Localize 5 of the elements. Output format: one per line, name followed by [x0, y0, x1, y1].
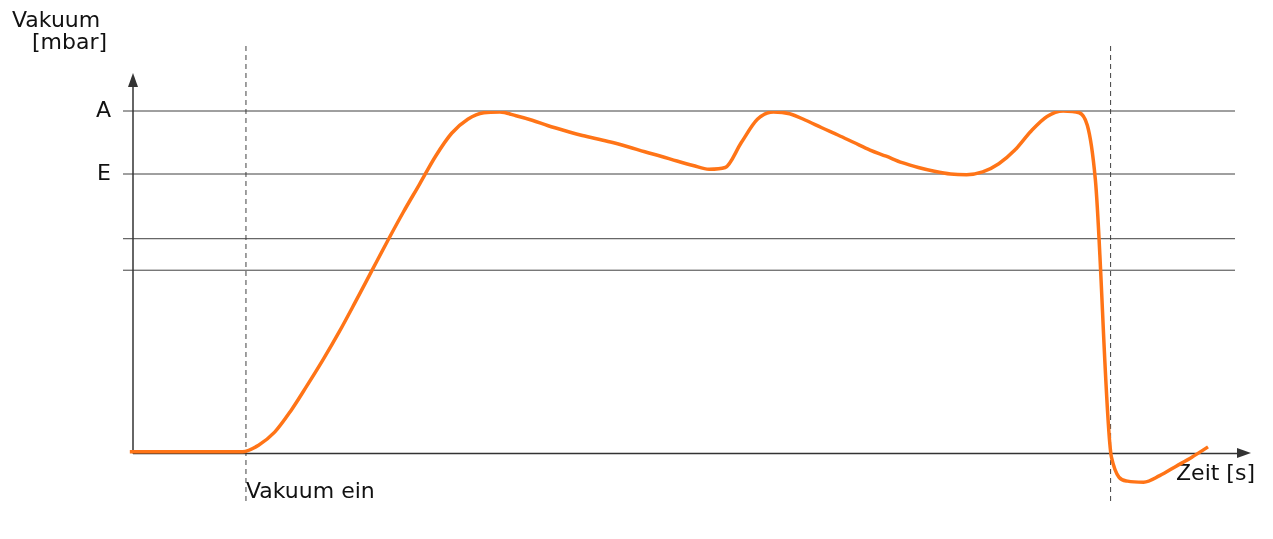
ref-line-label: A: [95, 96, 111, 122]
annotation: Vakuum ein: [245, 478, 375, 504]
x-axis-title: Zeit [s]: [1176, 460, 1255, 486]
y-axis-title: Vakuum [mbar]: [12, 6, 108, 54]
ref-line-label: E: [97, 159, 111, 185]
